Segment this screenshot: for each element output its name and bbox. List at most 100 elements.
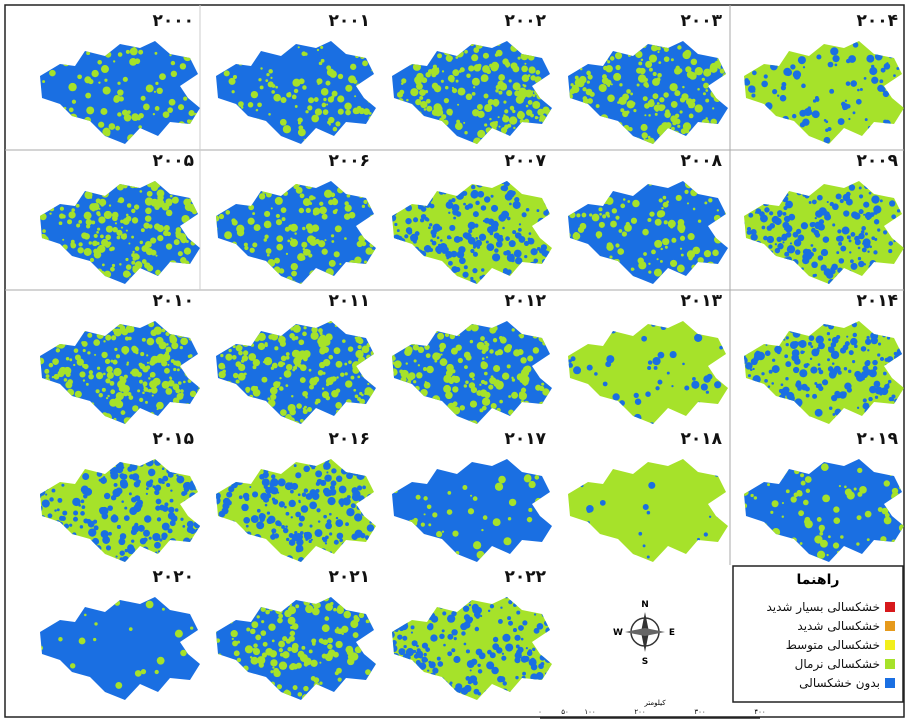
region-patch (401, 82, 403, 84)
region-patch (772, 365, 780, 373)
region-patch (421, 407, 427, 413)
region-patch (73, 325, 77, 329)
region-patch (336, 455, 343, 462)
region-patch (289, 333, 295, 339)
region-patch (114, 348, 117, 351)
region-patch (210, 384, 218, 392)
region-patch (364, 393, 366, 395)
region-patch (484, 123, 487, 126)
region-patch (815, 210, 823, 218)
region-patch (525, 132, 530, 137)
region-patch (569, 212, 575, 218)
region-patch (752, 420, 758, 426)
region-patch (624, 280, 628, 284)
region-patch (865, 212, 872, 219)
region-patch (289, 325, 293, 329)
region-patch (246, 313, 254, 321)
region-patch (832, 337, 839, 344)
region-patch (654, 240, 662, 248)
region-patch (530, 248, 537, 255)
region-patch (326, 315, 334, 323)
region-patch (564, 99, 571, 106)
region-patch (614, 318, 621, 325)
region-patch (524, 63, 526, 65)
region-patch (845, 341, 850, 346)
region-patch (475, 114, 478, 117)
region-patch (344, 213, 351, 220)
region-patch (300, 193, 305, 198)
region-patch (427, 319, 430, 322)
region-patch (854, 487, 857, 490)
region-patch (630, 42, 636, 48)
region-patch (257, 615, 260, 618)
region-patch (270, 176, 276, 182)
region-patch (498, 273, 502, 277)
region-patch (628, 54, 631, 57)
region-patch (278, 564, 281, 567)
region-patch (301, 242, 307, 248)
region-patch (395, 279, 401, 285)
region-patch (390, 209, 397, 216)
region-patch (545, 474, 549, 478)
region-patch (286, 276, 292, 282)
region-patch (328, 97, 334, 103)
region-patch (758, 33, 765, 40)
region-patch (243, 692, 247, 696)
region-patch (349, 419, 356, 426)
region-patch (113, 96, 120, 103)
map-panel: ۲۰۰۴ (733, 11, 909, 150)
region-patch (539, 248, 544, 253)
region-fill (382, 454, 557, 570)
region-patch (632, 268, 634, 270)
region-patch (839, 485, 841, 487)
region-patch (864, 77, 867, 80)
region-patch (72, 532, 76, 536)
region-patch (42, 229, 46, 233)
region-patch (407, 119, 412, 124)
region-patch (207, 638, 213, 644)
region-patch (839, 258, 845, 264)
region-patch (261, 559, 267, 565)
region-patch (95, 177, 98, 180)
region-patch (64, 473, 66, 475)
region-patch (677, 224, 685, 232)
region-patch (89, 453, 94, 458)
region-patch (622, 545, 624, 547)
region-patch (633, 182, 637, 186)
region-patch (418, 33, 426, 41)
region-patch (647, 511, 651, 515)
region-patch (93, 520, 97, 524)
region-patch (120, 454, 123, 457)
region-patch (798, 510, 804, 516)
region-patch (570, 121, 575, 126)
region-patch (521, 125, 525, 129)
region-patch (253, 359, 260, 366)
region-patch (365, 535, 369, 539)
region-patch (301, 51, 306, 56)
region-patch (129, 507, 137, 515)
year-label: ۲۰۱۴ (856, 291, 898, 311)
region-patch (142, 418, 150, 426)
region-patch (367, 383, 369, 385)
region-patch (300, 282, 304, 286)
region-patch (734, 230, 742, 238)
region-patch (168, 507, 174, 513)
region-patch (583, 106, 586, 109)
region-patch (397, 92, 403, 98)
region-patch (880, 393, 883, 396)
region-patch (786, 489, 790, 493)
region-patch (818, 142, 821, 145)
region-patch (366, 343, 370, 347)
region-patch (820, 529, 824, 533)
region-patch (630, 93, 633, 96)
region-patch (686, 36, 690, 40)
region-patch (279, 268, 284, 273)
region-base (206, 454, 381, 566)
region-patch (220, 354, 223, 357)
region-patch (615, 216, 619, 220)
region-patch (600, 197, 604, 201)
region-patch (437, 68, 439, 70)
region-patch (362, 364, 367, 369)
region-patch (424, 245, 431, 252)
region-patch (389, 457, 393, 461)
